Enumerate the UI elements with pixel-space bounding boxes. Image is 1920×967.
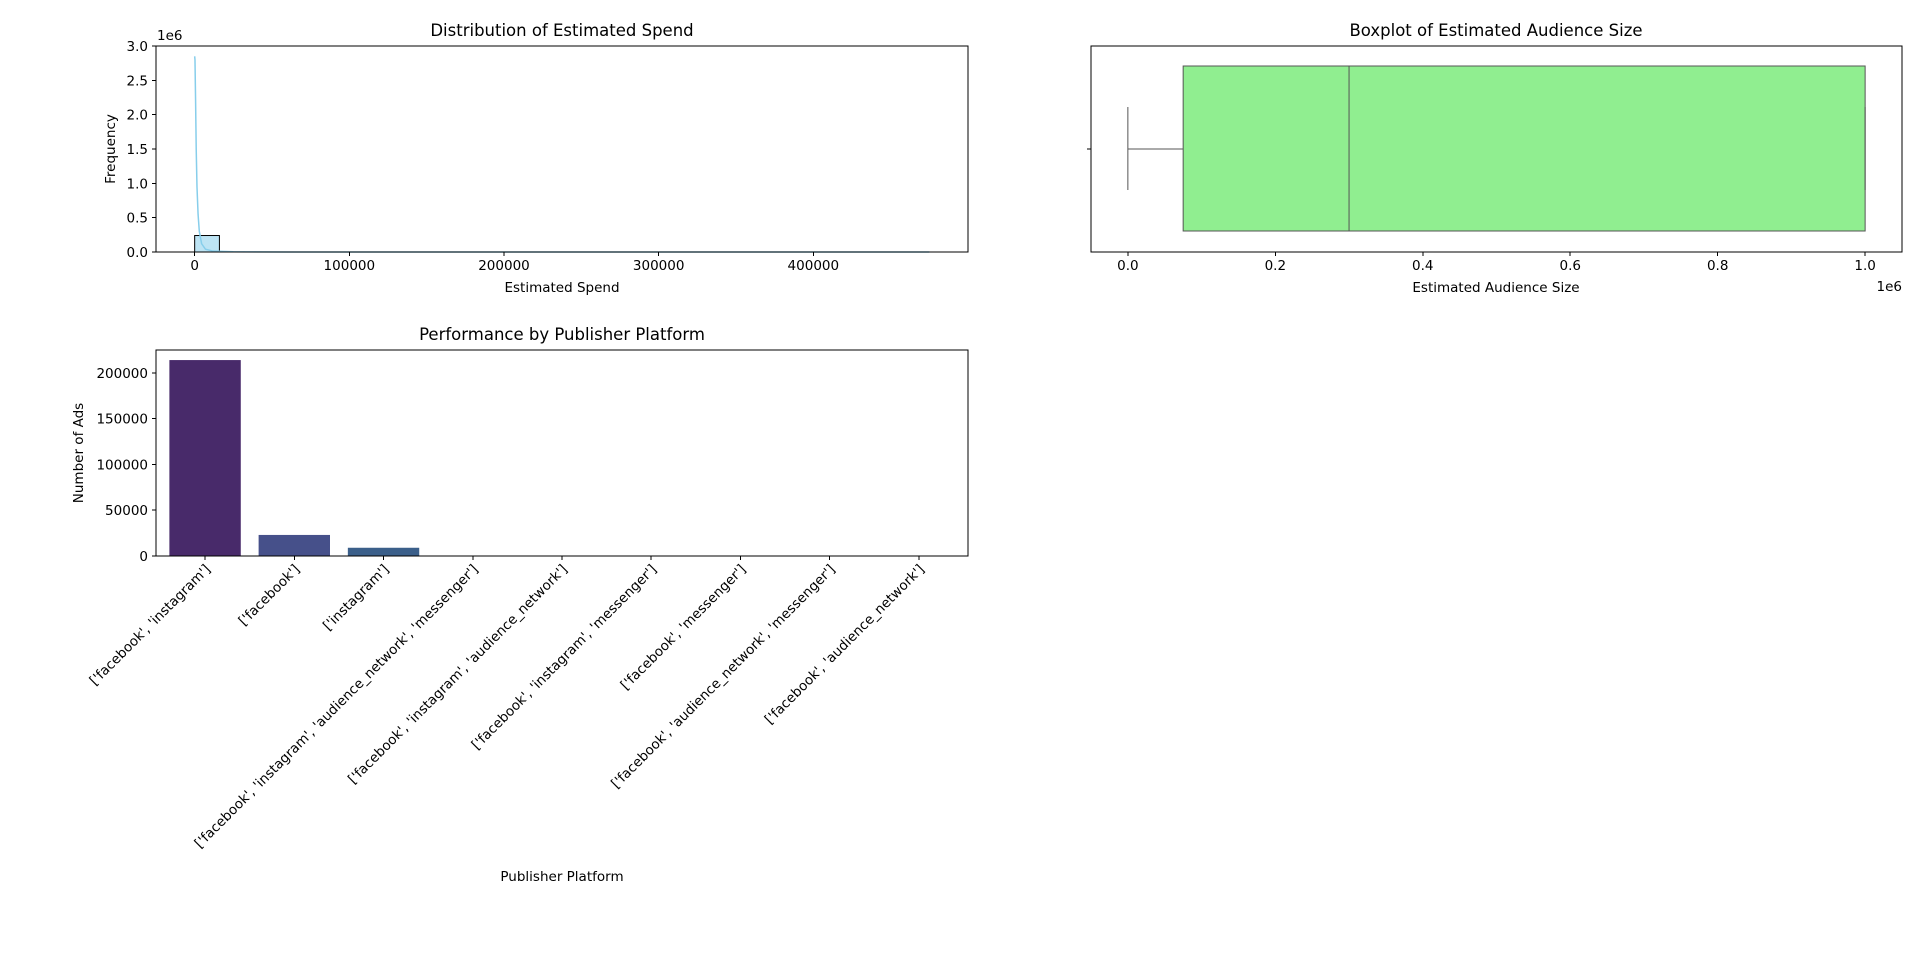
y-tick-label: 50000	[105, 503, 148, 519]
x-tick-label: 0	[190, 258, 199, 274]
plot-frame	[155, 349, 969, 557]
x-tick-label: 0.4	[1412, 258, 1433, 274]
x-axis-label: Publisher Platform	[500, 869, 623, 885]
x-axis-label: Estimated Spend	[504, 280, 619, 296]
kde-line	[193, 56, 930, 253]
x-offset-text: 1e6	[1877, 279, 1902, 295]
chart-title: Performance by Publisher Platform	[419, 325, 705, 344]
x-tick-label: ['facebook', 'audience_network']	[762, 562, 928, 728]
x-tick-label: 0.6	[1559, 258, 1580, 274]
spend-histogram-chart: Distribution of Estimated Spend Estimate…	[103, 21, 969, 296]
platform-bar-chart: Performance by Publisher Platform Publis…	[71, 325, 969, 885]
y-tick-label: 2.0	[127, 108, 148, 124]
chart-title: Boxplot of Estimated Audience Size	[1349, 21, 1642, 40]
audience-boxplot-chart: Boxplot of Estimated Audience Size Estim…	[1087, 21, 1903, 296]
y-tick-label: 1.0	[127, 176, 148, 192]
x-tick-label: 0.0	[1117, 258, 1138, 274]
plot-frame	[155, 45, 969, 253]
x-tick-label: 0.8	[1707, 258, 1728, 274]
y-offset-text: 1e6	[157, 28, 182, 44]
y-axis-label: Frequency	[103, 114, 119, 184]
y-tick-label: 0.0	[127, 245, 148, 261]
y-tick-label: 100000	[96, 457, 148, 473]
chart-title: Distribution of Estimated Spend	[430, 21, 693, 40]
y-tick-label: 3.0	[127, 39, 148, 55]
y-tick-label: 2.5	[127, 73, 148, 89]
box-iqr	[1182, 65, 1866, 232]
x-tick-label: ['instagram']	[320, 562, 392, 634]
x-axis-label: Estimated Audience Size	[1412, 280, 1579, 296]
x-tick-label: ['facebook', 'instagram']	[87, 562, 214, 689]
bar	[169, 360, 241, 556]
x-tick-label: 200000	[478, 258, 530, 274]
x-tick-label: 400000	[788, 258, 840, 274]
y-tick-label: 1.5	[127, 142, 148, 158]
x-tick-label: 1.0	[1854, 258, 1875, 274]
y-tick-label: 200000	[96, 366, 148, 382]
x-tick-label: 0.2	[1265, 258, 1286, 274]
y-tick-label: 0	[139, 549, 148, 565]
x-tick-label: ['facebook']	[236, 562, 304, 630]
y-axis-label: Number of Ads	[71, 403, 87, 503]
x-tick-label: 300000	[633, 258, 685, 274]
bar	[347, 547, 420, 556]
x-tick-label: 100000	[324, 258, 376, 274]
y-tick-label: 0.5	[127, 211, 148, 227]
y-tick-label: 150000	[96, 412, 148, 428]
x-tick-label: ['facebook', 'instagram', 'messenger']	[469, 562, 661, 754]
bar	[258, 534, 330, 556]
